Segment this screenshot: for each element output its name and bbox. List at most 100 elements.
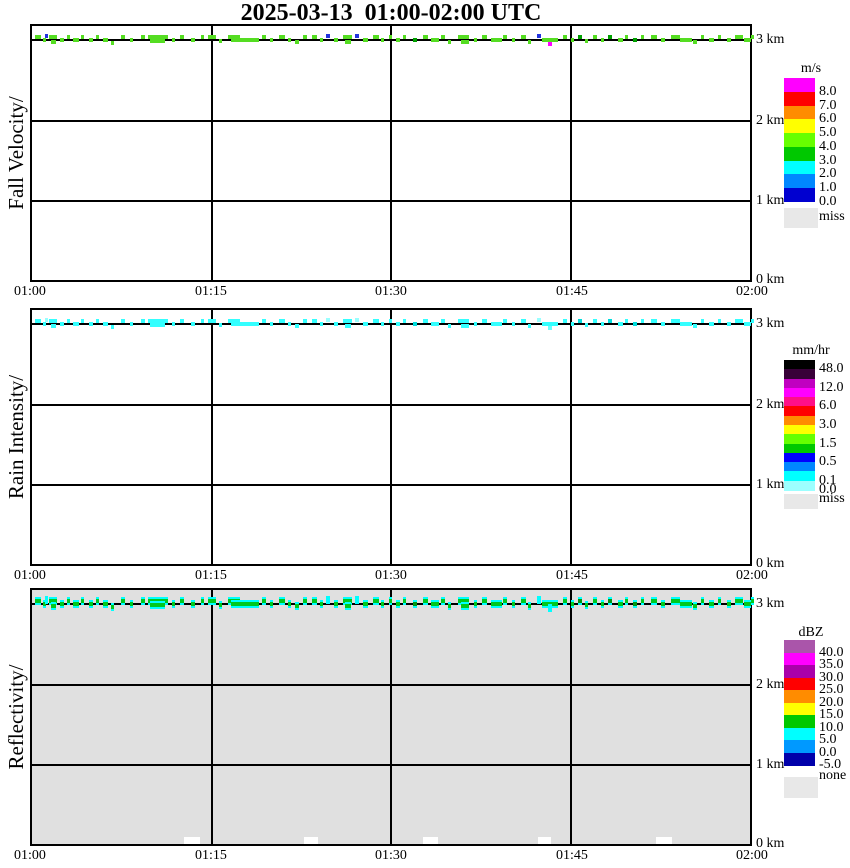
echo-mark [571,602,574,606]
echo-mark [608,35,612,39]
echo-mark [67,599,70,603]
colorbar-tick-label: 6.0 [819,398,837,413]
echo-mark [312,319,317,323]
echo-mark [735,599,743,603]
echo-mark [355,598,359,602]
echo-mark [334,38,338,42]
echo-mark [521,319,526,323]
colorbar-band [784,174,815,189]
no-data-gap [304,837,318,844]
x-tick-label: 01:15 [195,848,227,863]
echo-mark [537,598,541,602]
echo-mark [172,322,175,326]
echo-mark [521,35,526,39]
echo-mark [270,322,273,326]
echo-mark [431,322,439,326]
panel-ylabel-rain-intensity: Rain Intensity/ [4,374,28,500]
echo-mark [180,599,184,603]
colorbar-band [784,652,815,666]
echo-mark [148,319,168,323]
colorbar-band [784,406,815,417]
colorbar-band [784,665,815,678]
gridline-time-01:30 [390,590,392,844]
echo-mark [618,322,623,326]
echo-mark [503,319,507,323]
colorbar-missing-swatch [784,208,818,228]
echo-mark [718,35,721,39]
echo-mark [701,319,704,323]
echo-mark [191,322,195,326]
echo-mark [693,40,697,44]
echo-mark [89,38,93,42]
y-axis-label-1km: 1 km [756,193,785,208]
echo-mark [288,602,291,606]
colorbar-band [784,677,815,691]
colorbar-missing-label: miss [819,209,845,224]
echo-mark [542,322,558,326]
echo-mark [482,599,487,603]
echo-mark [60,38,64,42]
echo-mark [67,319,70,323]
echo-mark [744,602,751,606]
echo-mark [334,322,338,326]
panel-ylabel-reflectivity: Reflectivity/ [4,664,28,770]
echo-mark [641,599,644,603]
echo-mark [512,602,515,606]
echo-mark [35,35,41,39]
echo-mark [441,319,445,323]
colorbar-band [784,715,815,728]
echo-mark [474,602,477,606]
echo-mark [320,602,323,606]
echo-mark [130,322,133,326]
echo-mark [96,319,99,323]
x-tick-label: 01:45 [556,848,588,863]
colorbar-band [784,188,815,203]
echo-mark [381,602,384,606]
colorbar-band [784,752,815,766]
colorbar-tick-label: 5.0 [819,732,837,747]
echo-mark [231,38,259,42]
colorbar-band [784,78,815,92]
x-tick-label: 01:30 [375,568,407,583]
echo-mark [735,35,743,39]
echo-mark [326,598,330,602]
echo-mark [60,602,64,606]
echo-mark [693,604,697,608]
echo-mark [219,323,222,327]
echo-mark [461,604,469,608]
echo-mark [389,319,392,323]
colorbar-missing-label: miss [819,491,845,506]
colorbar-tick-label: 6.0 [819,111,837,126]
echo-mark [608,599,612,603]
colorbar-band [784,146,815,161]
colorbar-tick-label: 5.0 [819,125,837,140]
echo-mark [403,599,406,603]
echo-mark [751,319,754,323]
colorbar-units-reflectivity: dBZ [798,625,824,640]
echo-mark [448,324,451,328]
colorbar-tick-label: 0.0 [819,745,837,760]
colorbar-units-fall-velocity: m/s [800,61,822,76]
no-data-gap [423,837,438,844]
colorbar-missing-label: none [819,768,847,783]
echo-mark [334,602,338,606]
echo-mark [150,39,165,43]
colorbar-band [784,462,815,473]
echo-mark [81,319,84,323]
echo-mark [651,35,657,39]
echo-mark [709,38,714,42]
echo-mark [208,319,216,323]
echo-mark [73,602,79,606]
echo-mark [45,598,48,602]
echo-mark [231,602,259,606]
echo-mark [482,35,487,39]
echo-mark [709,602,714,606]
echo-mark [288,322,291,326]
echo-mark [81,35,84,39]
echo-mark [423,35,428,39]
echo-mark [593,319,597,323]
echo-mark [474,322,477,326]
echo-mark [89,322,93,326]
y-axis-label-0km: 0 km [756,556,785,571]
panel-ylabel-fall-velocity: Fall Velocity/ [4,96,28,210]
